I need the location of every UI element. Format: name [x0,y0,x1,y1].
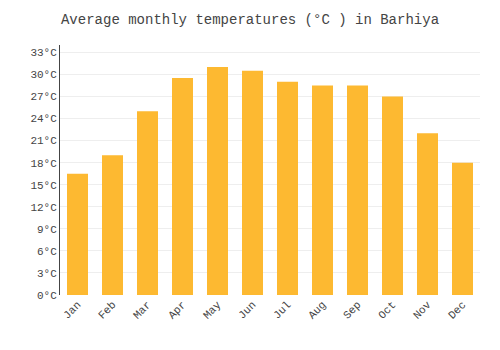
svg-text:30°C: 30°C [30,69,57,81]
svg-text:9°C: 9°C [37,224,57,236]
svg-text:Nov: Nov [411,299,434,322]
svg-text:Jan: Jan [61,299,83,321]
svg-text:Jun: Jun [236,299,258,321]
svg-text:24°C: 24°C [30,113,57,125]
svg-text:27°C: 27°C [30,91,57,103]
svg-text:Apr: Apr [166,299,188,321]
svg-text:21°C: 21°C [30,135,57,147]
svg-text:Aug: Aug [306,299,328,321]
svg-text:3°C: 3°C [37,268,57,280]
svg-text:6°C: 6°C [37,246,57,258]
svg-text:Dec: Dec [446,299,468,321]
svg-text:Sep: Sep [341,299,363,321]
svg-text:33°C: 33°C [30,47,57,59]
svg-text:Average monthly temperatures (: Average monthly temperatures (°C ) in Ba… [61,12,439,28]
svg-text:Feb: Feb [96,299,118,321]
svg-text:Jul: Jul [271,299,293,321]
svg-text:0°C: 0°C [37,290,57,302]
svg-text:Oct: Oct [376,299,398,321]
svg-text:15°C: 15°C [30,180,57,192]
svg-text:18°C: 18°C [30,158,57,170]
svg-text:12°C: 12°C [30,202,57,214]
svg-text:Mar: Mar [131,299,153,321]
svg-text:May: May [201,299,224,322]
